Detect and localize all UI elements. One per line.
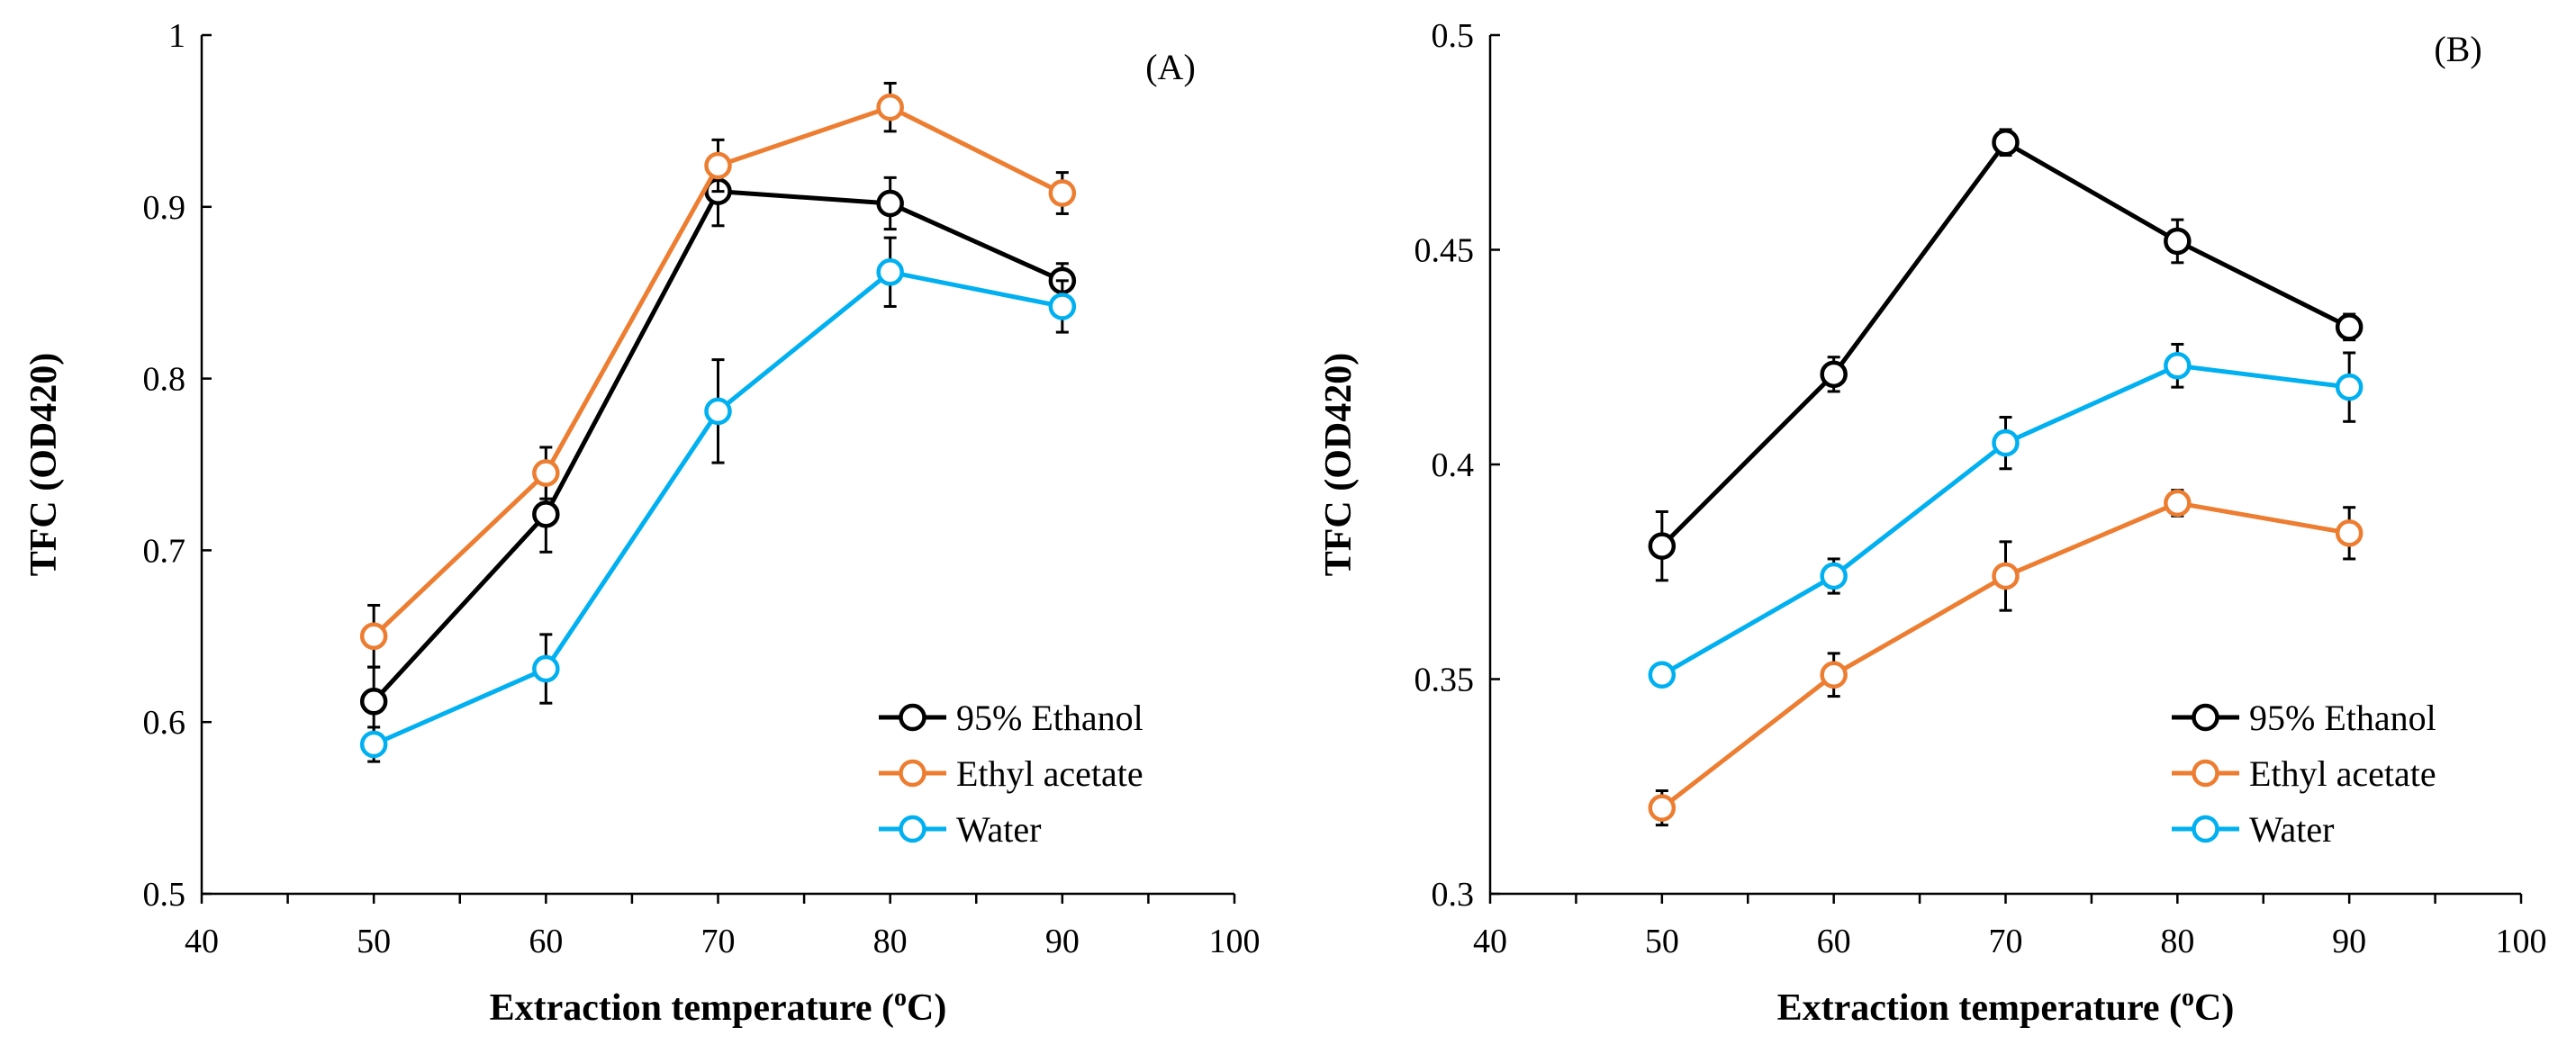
legend-item: 95% Ethanol [879,698,1143,738]
data-point [2335,313,2364,341]
y-axis-title: TFC (OD420) [23,353,65,576]
legend-item: 95% Ethanol [2172,698,2436,738]
legend-item: Water [2172,809,2335,850]
legend-label: Ethyl acetate [2249,753,2436,794]
data-point [359,622,388,651]
data-point [704,151,732,180]
data-point [1992,562,2020,590]
legend-label: Water [2249,809,2335,850]
y-tick-label: 0.45 [1415,232,1475,270]
x-tick-label: 50 [357,923,391,960]
x-tick-label: 100 [2496,923,2547,960]
series-ethyl-acetate [359,81,1077,669]
y-tick-label: 0.5 [143,876,186,914]
y-tick-label: 0.8 [143,361,186,399]
legend-label: Water [956,809,1042,850]
data-point [2164,352,2192,380]
x-tick-label: 40 [1473,923,1507,960]
y-tick-label: 0.5 [1432,17,1475,55]
series-line [373,269,1063,747]
series-line [1660,363,2350,677]
legend-label: 95% Ethanol [956,698,1143,738]
panel-label: (B) [2434,29,2481,69]
data-point [876,189,904,218]
x-tick-label: 60 [529,923,563,960]
data-point [1048,293,1077,320]
y-tick-label: 0.4 [1432,446,1475,484]
data-point [876,93,904,122]
x-tick-label: 100 [1209,923,1261,960]
data-point [876,258,904,286]
x-axis-title-superscript: o [894,984,907,1012]
x-axis-title-end: C) [907,987,946,1029]
legend: 95% Ethanol Ethyl acetate Water [2172,698,2436,850]
series-line [1660,139,2351,548]
data-point [1648,532,1677,560]
data-point [532,459,560,487]
legend-swatch-marker [2192,759,2219,788]
data-point [532,500,560,528]
data-point [2164,489,2192,518]
data-point [359,730,388,759]
data-point [359,688,388,716]
data-point [704,397,732,426]
legend-swatch-marker [2192,815,2219,843]
x-axis-title: Extraction temperature (oC) [490,984,947,1029]
x-tick-label: 90 [2332,923,2366,960]
x-tick-label: 50 [1645,923,1679,960]
data-point [1648,794,1677,822]
x-tick-label: 90 [1045,923,1080,960]
x-axis-title-main: Extraction temperature ( [1777,987,2182,1029]
y-tick-label: 0.9 [143,189,186,227]
data-point [2335,519,2364,547]
legend-label: Ethyl acetate [956,753,1143,794]
legend: 95% Ethanol Ethyl acetate Water [879,698,1143,850]
legend-item: Ethyl acetate [879,753,1143,794]
data-point [2164,227,2192,256]
x-tick-label: 80 [2160,923,2194,960]
data-point [2335,373,2364,401]
data-point [532,654,560,683]
y-tick-label: 0.35 [1415,662,1475,699]
data-point [1992,428,2020,457]
series-water [1648,342,2364,689]
y-tick-label: 0.7 [143,532,186,570]
x-axis-title-end: C) [2194,987,2234,1029]
x-axis-title-main: Extraction temperature ( [490,987,894,1029]
data-point [1048,179,1077,207]
chart-panel-a: 0.5 0.6 0.7 0.8 0.9 1 40 50 60 70 80 90 100 Extractio… [23,17,1261,1029]
x-tick-label: 80 [873,923,908,960]
y-tick-label: 0.6 [143,704,186,742]
data-point [1820,360,1848,389]
x-tick-label: 70 [701,923,736,960]
legend-label: 95% Ethanol [2249,698,2436,738]
y-axis-title: TFC (OD420) [1318,353,1360,576]
x-axis-title: Extraction temperature (oC) [1777,984,2235,1029]
series-95-ethanol [1648,128,2364,582]
series-ethyl-acetate [1648,489,2364,827]
data-point [1992,129,2020,157]
panel-label: (A) [1145,47,1196,87]
series-water [359,236,1077,763]
x-tick-label: 40 [185,923,219,960]
legend-item: Water [879,809,1042,850]
data-point [1820,661,1848,689]
legend-swatch-marker [899,759,926,788]
legend-swatch-marker [2192,703,2219,732]
legend-item: Ethyl acetate [2172,753,2436,794]
legend-swatch-marker [899,815,926,843]
x-axis-title-superscript: o [2182,984,2194,1012]
x-tick-label: 60 [1817,923,1851,960]
y-tick-label: 0.3 [1432,876,1475,914]
x-tick-label: 70 [1989,923,2023,960]
legend-swatch-marker [899,703,926,732]
data-point [1820,562,1848,590]
y-tick-label: 1 [168,17,185,55]
data-point [1648,661,1677,689]
chart-panel-b: 0.3 0.35 0.4 0.45 0.5 40 50 60 70 80 90 100 Extracti… [1318,17,2547,1029]
